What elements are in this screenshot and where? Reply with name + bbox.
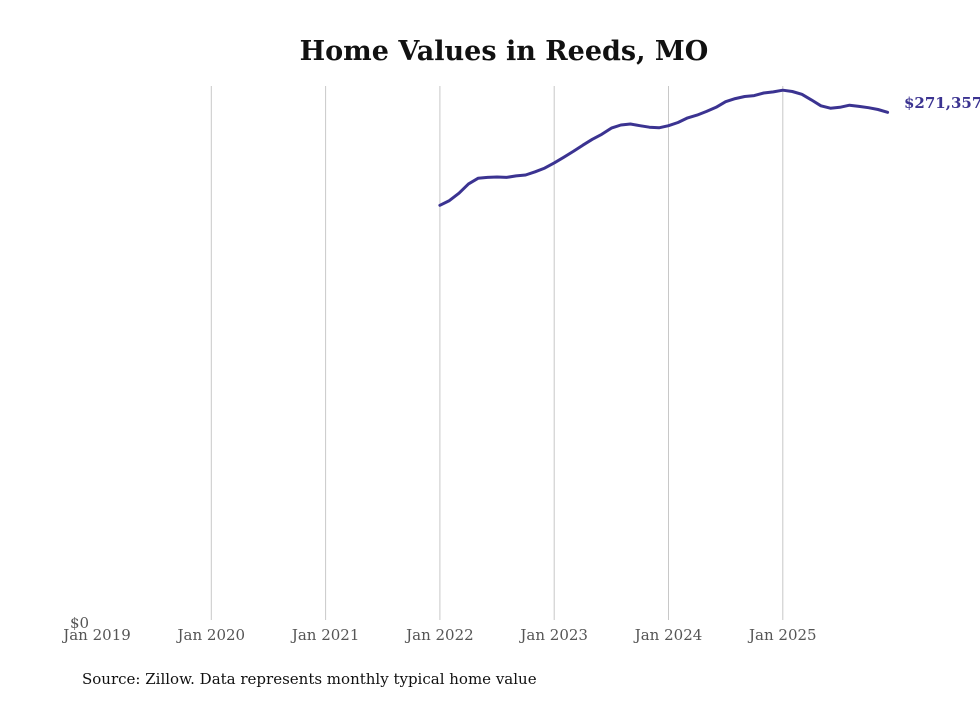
x-tick-label: Jan 2022 bbox=[404, 626, 474, 644]
x-tick-label: Jan 2024 bbox=[633, 626, 703, 644]
x-axis-ticks: Jan 2019 Jan 2020 Jan 2021 Jan 2022 Jan 2023… bbox=[61, 626, 816, 644]
source-note: Source: Zillow. Data represents monthly … bbox=[82, 670, 537, 688]
x-tick-label: Jan 2020 bbox=[176, 626, 246, 644]
gridlines bbox=[210, 86, 784, 620]
chart-title: Home Values in Reeds, MO bbox=[300, 36, 709, 67]
x-tick-label: Jan 2021 bbox=[290, 626, 360, 644]
y-tick-label: $0 bbox=[70, 614, 89, 632]
series-line bbox=[438, 88, 890, 207]
x-tick-label: Jan 2023 bbox=[518, 626, 588, 644]
end-value-label: $271,357 bbox=[904, 94, 980, 112]
x-tick-label: Jan 2019 bbox=[61, 626, 131, 644]
x-tick-label: Jan 2025 bbox=[747, 626, 817, 644]
